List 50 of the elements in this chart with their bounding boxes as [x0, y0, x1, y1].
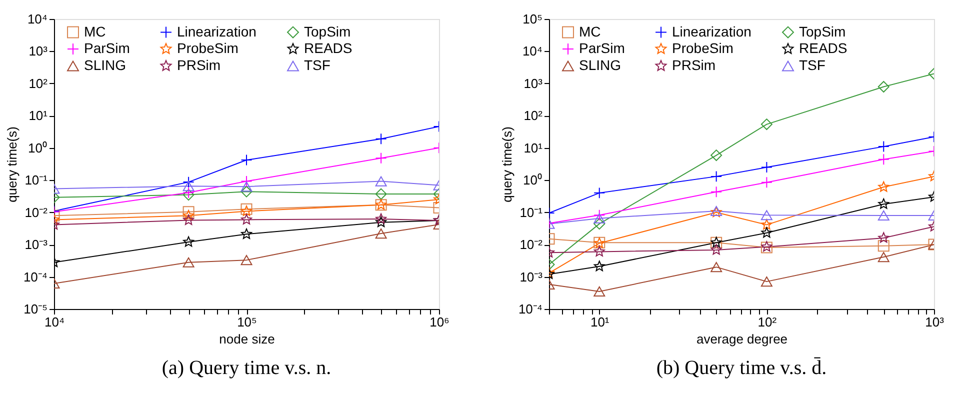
x-axis-title: node size: [219, 332, 275, 346]
text: (a) Query time v.s. n.: [162, 357, 332, 379]
legend-label: ProbeSim: [672, 40, 734, 56]
y-tick-label: 10⁻⁵: [24, 302, 48, 316]
legend-label: READS: [304, 40, 352, 56]
legend-label: PRSim: [672, 57, 716, 73]
y-tick-label: 10²: [524, 108, 544, 124]
y-tick-label: 10⁰: [28, 140, 48, 156]
y-tick-label: 10¹: [28, 108, 48, 124]
x-tick-label: 10⁴: [44, 314, 65, 330]
legend-label: Linearization: [672, 23, 752, 40]
legend-label: PRSim: [177, 57, 221, 73]
x-axis-title: average degree: [696, 332, 788, 346]
legend-label: TopSim: [304, 23, 351, 40]
y-tick-label: 10²: [28, 76, 48, 91]
legend-label: Linearization: [177, 23, 256, 40]
y-tick-label: 10⁻¹: [24, 172, 48, 188]
legend-label: SLING: [579, 57, 622, 73]
x-tick-label: 10¹: [590, 314, 610, 330]
y-tick-label: 10⁴: [27, 12, 48, 26]
legend-label: SLING: [84, 57, 126, 73]
legend-label: TSF: [799, 57, 826, 73]
y-axis-title: query time(s): [499, 126, 514, 202]
x-tick-label: 10⁵: [237, 314, 257, 330]
legend-label: TopSim: [799, 23, 846, 40]
legend-label: TSF: [304, 57, 330, 73]
legend-label: ParSim: [579, 40, 625, 56]
legend-label: ProbeSim: [177, 40, 238, 56]
y-tick-label: 10⁻¹: [520, 204, 544, 220]
text: (b) Query time v.s. d̄.: [656, 356, 827, 379]
legend-label: READS: [799, 40, 848, 56]
y-axis-title: query time(s): [4, 126, 20, 202]
y-tick-label: 10⁻⁴: [23, 269, 48, 284]
y-tick-label: 10⁻²: [520, 237, 544, 252]
x-tick-label: 10²: [758, 314, 778, 330]
legend-label: MC: [84, 23, 106, 40]
x-tick-label: 10⁶: [430, 314, 450, 330]
y-tick-label: 10⁵: [522, 12, 542, 26]
x-tick-label: 10³: [925, 314, 945, 330]
legend-label: MC: [579, 23, 601, 40]
y-tick-label: 10⁻³: [24, 237, 48, 252]
y-tick-label: 10¹: [524, 140, 544, 156]
y-tick-label: 10⁻²: [24, 204, 48, 220]
y-tick-label: 10⁰: [523, 172, 542, 188]
y-tick-label: 10⁻³: [520, 269, 544, 284]
y-tick-label: 10³: [524, 76, 544, 91]
y-tick-label: 10⁴: [522, 44, 542, 59]
y-tick-label: 10³: [28, 44, 48, 59]
y-tick-label: 10⁻⁴: [518, 302, 542, 316]
legend-label: ParSim: [84, 40, 130, 56]
